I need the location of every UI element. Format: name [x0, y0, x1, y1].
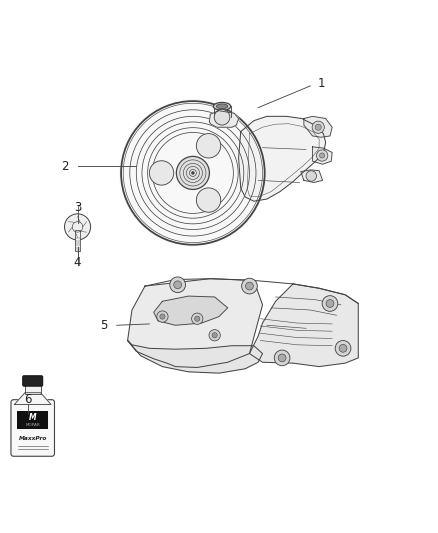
- Circle shape: [278, 354, 286, 362]
- Text: 1: 1: [318, 77, 325, 90]
- Circle shape: [177, 156, 209, 189]
- Polygon shape: [301, 170, 322, 182]
- Polygon shape: [214, 107, 231, 117]
- Circle shape: [194, 316, 200, 321]
- Circle shape: [64, 214, 91, 240]
- Circle shape: [274, 350, 290, 366]
- Circle shape: [320, 153, 325, 158]
- Polygon shape: [250, 284, 358, 367]
- Circle shape: [326, 300, 334, 308]
- FancyBboxPatch shape: [25, 384, 41, 393]
- Ellipse shape: [213, 102, 231, 110]
- Text: M: M: [29, 414, 36, 422]
- FancyBboxPatch shape: [75, 230, 80, 251]
- Circle shape: [246, 282, 253, 290]
- Circle shape: [315, 124, 321, 130]
- Circle shape: [339, 344, 347, 352]
- Circle shape: [322, 296, 338, 311]
- FancyBboxPatch shape: [17, 411, 48, 429]
- Circle shape: [242, 278, 257, 294]
- Circle shape: [209, 329, 220, 341]
- Circle shape: [335, 341, 351, 356]
- Polygon shape: [14, 393, 51, 405]
- Circle shape: [196, 134, 221, 158]
- Circle shape: [196, 188, 221, 212]
- Text: 6: 6: [24, 393, 31, 406]
- Text: 3: 3: [74, 201, 81, 214]
- Circle shape: [174, 281, 182, 289]
- Polygon shape: [239, 116, 325, 201]
- Circle shape: [317, 150, 328, 161]
- Text: 5: 5: [100, 319, 107, 332]
- Polygon shape: [154, 296, 228, 325]
- Polygon shape: [313, 147, 332, 164]
- Circle shape: [214, 109, 230, 125]
- Polygon shape: [209, 111, 239, 127]
- Circle shape: [312, 121, 324, 133]
- FancyBboxPatch shape: [23, 376, 43, 386]
- Text: MOPAR: MOPAR: [25, 423, 40, 427]
- Polygon shape: [127, 341, 262, 373]
- Polygon shape: [127, 279, 262, 367]
- Text: MaxxPro: MaxxPro: [18, 436, 47, 441]
- Circle shape: [212, 333, 217, 338]
- Circle shape: [120, 100, 266, 246]
- FancyBboxPatch shape: [11, 400, 54, 456]
- Polygon shape: [304, 116, 332, 137]
- Text: 4: 4: [74, 256, 81, 269]
- Text: 2: 2: [61, 160, 68, 173]
- Circle shape: [191, 313, 203, 325]
- Circle shape: [157, 311, 168, 322]
- Ellipse shape: [216, 104, 228, 109]
- Circle shape: [170, 277, 185, 293]
- Circle shape: [191, 171, 194, 175]
- Circle shape: [160, 314, 165, 319]
- Circle shape: [149, 161, 174, 185]
- Circle shape: [306, 171, 317, 181]
